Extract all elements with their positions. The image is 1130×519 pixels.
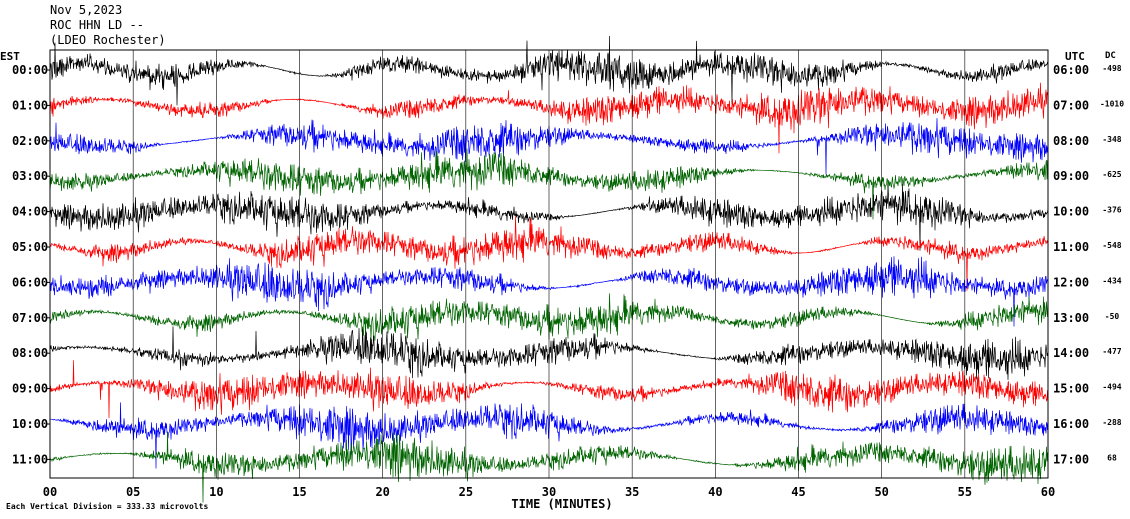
- dc-value-label: -498: [1102, 64, 1121, 73]
- utc-tick-label: 16:00: [1053, 417, 1089, 431]
- dc-value-label: -50: [1105, 312, 1120, 321]
- est-tick-label: 04:00: [12, 205, 48, 219]
- est-tick-label: 10:00: [12, 417, 48, 431]
- utc-tick-label: 06:00: [1053, 63, 1089, 77]
- est-tick-label: 00:00: [12, 63, 48, 77]
- x-tick-label: 55: [958, 485, 972, 499]
- est-tick-label: 01:00: [12, 98, 48, 112]
- est-label: EST: [0, 50, 20, 63]
- footer-scale-note: Each Vertical Division = 333.33 microvol…: [6, 501, 208, 511]
- dc-value-label: -548: [1102, 241, 1121, 250]
- dc-label: DC: [1105, 51, 1116, 61]
- dc-value-label: -494: [1102, 383, 1121, 392]
- dc-value-label: -434: [1102, 276, 1121, 285]
- dc-value-label: -348: [1102, 135, 1121, 144]
- dc-value-label: 68: [1107, 453, 1117, 462]
- est-tick-label: 11:00: [12, 452, 48, 466]
- est-tick-label: 05:00: [12, 240, 48, 254]
- dc-value-label: -1010: [1100, 99, 1124, 108]
- header-station: ROC HHN LD --: [50, 18, 144, 32]
- est-tick-label: 06:00: [12, 275, 48, 289]
- dc-value-label: -625: [1102, 170, 1121, 179]
- est-tick-label: 09:00: [12, 382, 48, 396]
- x-tick-label: 35: [625, 485, 639, 499]
- dc-value-label: -288: [1102, 418, 1121, 427]
- x-tick-label: 30: [542, 485, 556, 499]
- utc-tick-label: 14:00: [1053, 346, 1089, 360]
- x-tick-label: 10: [209, 485, 223, 499]
- dc-value-label: -376: [1102, 206, 1121, 215]
- x-tick-label: 50: [874, 485, 888, 499]
- utc-tick-label: 15:00: [1053, 382, 1089, 396]
- utc-tick-label: 12:00: [1053, 275, 1089, 289]
- x-tick-label: 15: [292, 485, 306, 499]
- x-tick-label: 45: [791, 485, 805, 499]
- x-tick-label: 20: [375, 485, 389, 499]
- plot-frame: [49, 49, 1049, 479]
- utc-tick-label: 17:00: [1053, 452, 1089, 466]
- est-tick-label: 02:00: [12, 134, 48, 148]
- x-tick-label: 40: [708, 485, 722, 499]
- x-tick-label: 25: [459, 485, 473, 499]
- est-tick-label: 08:00: [12, 346, 48, 360]
- est-tick-label: 07:00: [12, 311, 48, 325]
- header-date: Nov 5,2023: [50, 3, 123, 17]
- utc-label: UTC: [1065, 50, 1085, 63]
- utc-tick-label: 07:00: [1053, 98, 1089, 112]
- utc-tick-label: 09:00: [1053, 169, 1089, 183]
- utc-tick-label: 13:00: [1053, 311, 1089, 325]
- axis-labels: EST UTC DC 00:00 06:00 -498 01:00 07:00 -1010 02:…: [0, 50, 1124, 511]
- est-tick-label: 03:00: [12, 169, 48, 183]
- x-axis-title: TIME (MINUTES): [511, 497, 612, 511]
- dc-value-label: -477: [1102, 347, 1121, 356]
- utc-tick-label: 11:00: [1053, 240, 1089, 254]
- x-tick-label: 60: [1041, 485, 1055, 499]
- header-location: (LDEO Rochester): [50, 33, 166, 47]
- x-tick-label: 05: [126, 485, 140, 499]
- utc-tick-label: 08:00: [1053, 134, 1089, 148]
- x-tick-label: 00: [43, 485, 57, 499]
- utc-tick-label: 10:00: [1053, 205, 1089, 219]
